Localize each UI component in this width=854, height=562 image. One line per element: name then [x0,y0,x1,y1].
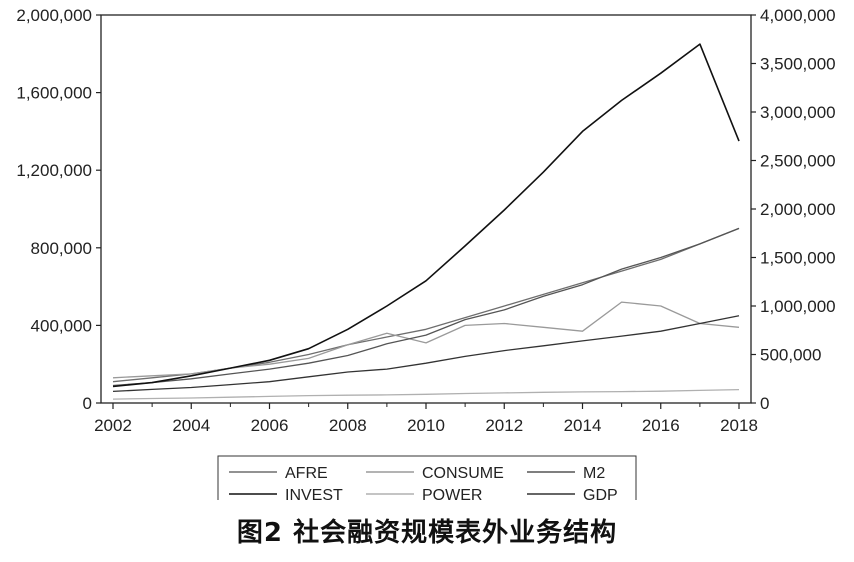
x-tick-label: 2018 [720,416,758,435]
x-axis: 2002 2004 2006 2008 2010 2012 2014 2016 2018 [94,403,758,435]
legend-label-invest: INVEST [285,487,343,500]
figure-caption: 图2 社会融资规模表外业务结构 [236,518,618,548]
right-tick-label: 1,000,000 [760,297,836,316]
series-line-invest [112,43,740,388]
legend-label-power: POWER [422,487,482,500]
x-tick-label: 2012 [485,416,523,435]
right-tick-label: 2,000,000 [760,200,836,219]
chart: 0 400,000 800,000 1,200,000 1,600,000 2,000,0… [16,6,836,507]
right-tick-label: 3,500,000 [760,55,836,74]
x-tick-label: 2010 [407,416,445,435]
right-tick-label: 3,000,000 [760,103,836,122]
x-tick-label: 2002 [94,416,132,435]
left-tick-label: 800,000 [31,239,92,258]
legend-label-afre: AFRE [285,465,328,482]
series-line-consume [112,301,740,379]
chart-svg: 0 400,000 800,000 1,200,000 1,600,000 2,000,0… [16,6,836,507]
plot-border [100,14,752,404]
legend-label-m2: M2 [583,465,605,482]
right-tick-label: 2,500,000 [760,152,836,171]
left-tick-label: 1,600,000 [16,84,92,103]
left-tick-label: 1,200,000 [16,161,92,180]
left-tick-label: 400,000 [31,316,92,335]
left-axis: 0 400,000 800,000 1,200,000 1,600,000 2,000,0… [16,6,101,413]
right-tick-label: 500,000 [760,346,821,365]
legend: AFRE CONSUME M2 INVEST POWER GDP [217,455,637,507]
left-tick-label: 2,000,000 [16,6,92,25]
series-line-power [112,388,740,400]
x-tick-label: 2016 [642,416,680,435]
right-axis: 0 500,000 1,000,000 1,500,000 2,000,000 2,500… [751,6,836,413]
legend-label-gdp: GDP [583,487,618,500]
legend-box [217,455,637,507]
plot-frame [100,14,752,404]
legend-label-consume: CONSUME [422,465,504,482]
series-lines [112,43,740,400]
right-tick-label: 1,500,000 [760,249,836,268]
x-tick-label: 2006 [251,416,289,435]
series-line-gdp [112,315,740,393]
x-tick-label: 2014 [564,416,602,435]
x-tick-label: 2008 [329,416,367,435]
x-tick-label: 2004 [172,416,210,435]
left-tick-label: 0 [83,394,92,413]
right-tick-label: 0 [760,394,769,413]
series-line-m2 [112,227,740,387]
right-tick-label: 4,000,000 [760,6,836,25]
